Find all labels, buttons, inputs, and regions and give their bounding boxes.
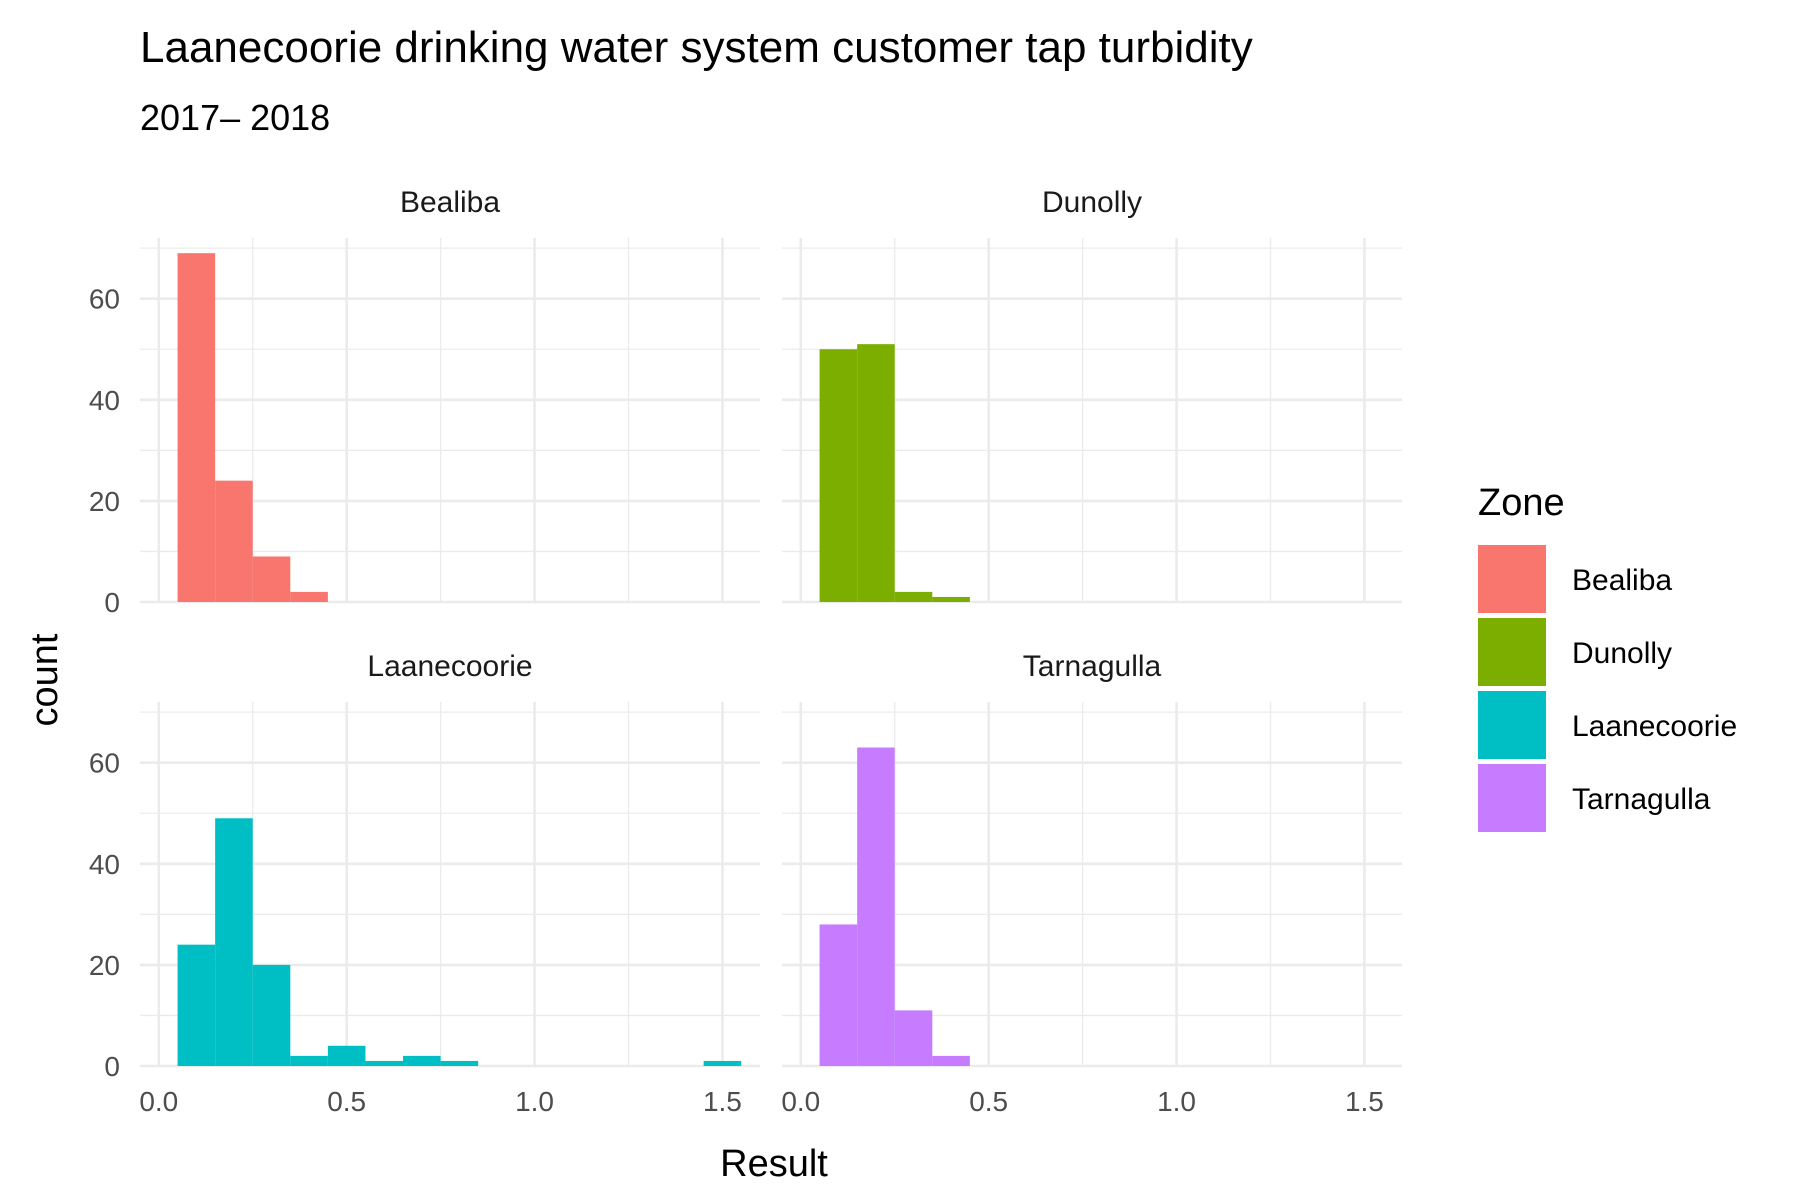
legend-item-laanecoorie: Laanecoorie: [1478, 691, 1737, 759]
histogram-bar-laanecoorie: [290, 1055, 328, 1066]
facet-tarnagulla: Tarnagulla 0.0 0.5 1.0 1.5: [781, 650, 1402, 1117]
histogram-bar-laanecoorie: [365, 1060, 404, 1066]
legend: Zone Bealiba Dunolly Laanecoorie Tarnagulla: [1478, 482, 1737, 832]
histogram-bar-bealiba: [290, 591, 328, 602]
y-tick-label: 20: [89, 486, 120, 517]
histogram-bar-laanecoorie: [327, 1045, 366, 1066]
x-tick-label: 1.0: [515, 1086, 554, 1117]
histogram-bar-dunolly: [894, 591, 933, 602]
histogram-bar-laanecoorie: [703, 1060, 742, 1066]
y-tick-label: 60: [89, 284, 120, 315]
facet-strip-label: Bealiba: [400, 186, 500, 219]
legend-swatch: [1478, 545, 1546, 613]
facet-strip-label: Laanecoorie: [367, 650, 532, 683]
histogram-bar-tarnagulla: [894, 1010, 933, 1066]
histogram-bar-laanecoorie: [177, 944, 216, 1066]
histogram-bar-tarnagulla: [819, 924, 858, 1066]
histogram-bar-laanecoorie: [403, 1055, 441, 1066]
legend-item-tarnagulla: Tarnagulla: [1478, 764, 1711, 832]
legend-label: Dunolly: [1572, 637, 1672, 670]
legend-label: Tarnagulla: [1572, 783, 1711, 816]
x-tick-label: 1.5: [1345, 1086, 1384, 1117]
facet-panels: Bealiba 0 20 40 60 Dunolly Laanecoorie 0 20 40 60 0…: [89, 186, 1402, 1117]
histogram-bar-laanecoorie: [215, 818, 253, 1066]
y-tick-label: 40: [89, 385, 120, 416]
legend-swatch: [1478, 764, 1546, 832]
y-tick-label: 0: [104, 587, 120, 618]
x-tick-label: 0.5: [327, 1086, 366, 1117]
legend-swatch: [1478, 618, 1546, 686]
x-tick-label: 1.0: [1157, 1086, 1196, 1117]
histogram-bar-tarnagulla: [857, 747, 895, 1066]
histogram-bar-laanecoorie: [252, 964, 291, 1066]
histogram-bar-tarnagulla: [932, 1055, 970, 1066]
x-tick-label: 1.5: [703, 1086, 742, 1117]
histogram-bar-bealiba: [215, 480, 253, 602]
facet-laanecoorie: Laanecoorie 0 20 40 60 0.0 0.5 1.0 1.5: [89, 650, 760, 1117]
y-tick-label: 40: [89, 849, 120, 880]
chart-title: Laanecoorie drinking water system custom…: [140, 23, 1253, 72]
y-tick-label: 0: [104, 1051, 120, 1082]
facet-dunolly: Dunolly: [782, 186, 1402, 604]
histogram-bar-bealiba: [252, 556, 291, 602]
histogram-bar-dunolly: [932, 596, 970, 602]
legend-item-bealiba: Bealiba: [1478, 545, 1672, 613]
histogram-bar-laanecoorie: [440, 1060, 479, 1066]
legend-item-dunolly: Dunolly: [1478, 618, 1672, 686]
facet-bealiba: Bealiba 0 20 40 60: [89, 186, 760, 618]
histogram-bar-dunolly: [819, 349, 858, 602]
legend-title: Zone: [1478, 482, 1565, 524]
x-tick-label: 0.5: [969, 1086, 1008, 1117]
legend-label: Laanecoorie: [1572, 710, 1737, 743]
facet-strip-label: Dunolly: [1042, 186, 1142, 219]
x-tick-label: 0.0: [139, 1086, 178, 1117]
chart-subtitle: 2017– 2018: [140, 97, 330, 138]
legend-label: Bealiba: [1572, 564, 1672, 597]
histogram-bar-dunolly: [857, 344, 895, 602]
facet-strip-label: Tarnagulla: [1023, 650, 1162, 683]
y-tick-label: 60: [89, 748, 120, 779]
x-axis-title: Result: [720, 1143, 828, 1185]
legend-swatch: [1478, 691, 1546, 759]
y-axis-title: count: [24, 633, 66, 726]
x-tick-label: 0.0: [781, 1086, 820, 1117]
histogram-bar-bealiba: [177, 253, 216, 602]
y-tick-label: 20: [89, 950, 120, 981]
